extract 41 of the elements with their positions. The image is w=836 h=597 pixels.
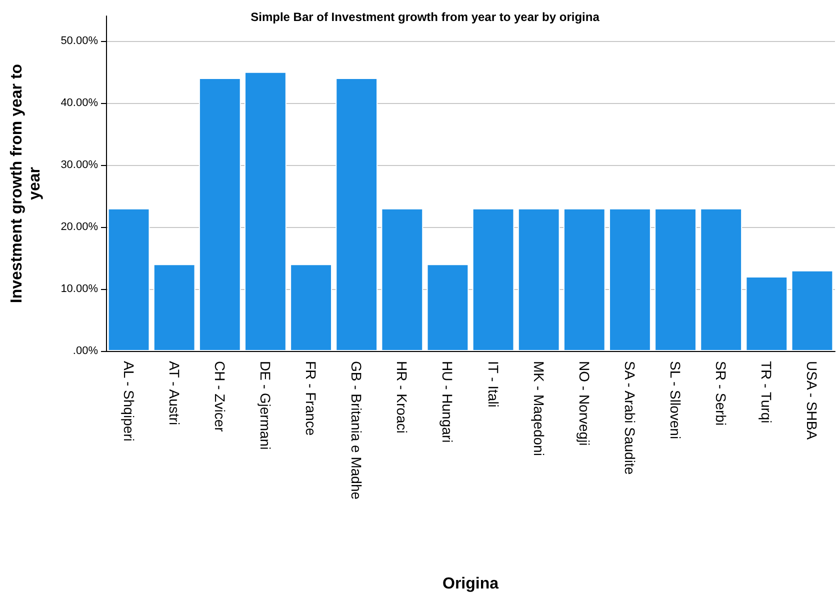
x-tick-label: IT - Itali	[485, 361, 502, 408]
bar	[518, 208, 560, 351]
x-tick-label: MK - Maqedoni	[530, 361, 547, 456]
y-tick-label: 20.00%	[60, 220, 98, 233]
x-tick-label: SL - Slloveni	[668, 361, 684, 440]
x-tick-label: NO - Norvegji	[576, 361, 592, 446]
bar	[791, 270, 834, 351]
y-tick-label: .00%	[72, 345, 98, 357]
bar	[290, 264, 332, 351]
bar	[426, 264, 469, 351]
x-tick-label: USA - SHBA	[804, 361, 820, 440]
bar	[609, 208, 651, 351]
y-tick-label: 10.00%	[60, 282, 98, 295]
x-axis-title: Origina	[442, 576, 499, 592]
x-tick-label: HR - Kroaci	[394, 361, 410, 434]
y-tick-label: 40.00%	[60, 96, 98, 109]
x-tick-label: TR - Turqi	[758, 361, 775, 424]
y-tick-label: 30.00%	[60, 158, 98, 171]
bar	[746, 276, 788, 351]
x-tick-label: AT - Austri	[166, 361, 182, 426]
x-tick-label: HU - Hungari	[440, 361, 456, 443]
y-axis-title: Investment growth from year to year	[8, 64, 44, 304]
x-tick-label: SA - Arabi Saudite	[622, 361, 638, 475]
bar	[381, 208, 424, 351]
bar	[700, 208, 742, 351]
bar	[244, 72, 286, 351]
y-tick-label: 50.00%	[60, 34, 98, 47]
bar	[336, 78, 378, 351]
x-tick-label: GB - Britania e Madhe	[348, 361, 365, 500]
bar	[153, 264, 196, 351]
x-tick-label: AL - Shqiperi	[120, 361, 137, 442]
x-tick-label: CH - Zvicer	[212, 361, 228, 432]
chart-title: Simple Bar of Investment growth from year to year by origina	[250, 10, 600, 24]
x-tick-label: DE - Gjermani	[257, 361, 274, 450]
bar	[654, 208, 696, 351]
x-tick-label: FR - France	[303, 361, 320, 436]
x-tick-label: SR - Serbi	[713, 361, 730, 426]
bar	[472, 208, 514, 351]
bar	[108, 208, 150, 351]
bar	[198, 78, 241, 351]
bar	[563, 208, 606, 351]
